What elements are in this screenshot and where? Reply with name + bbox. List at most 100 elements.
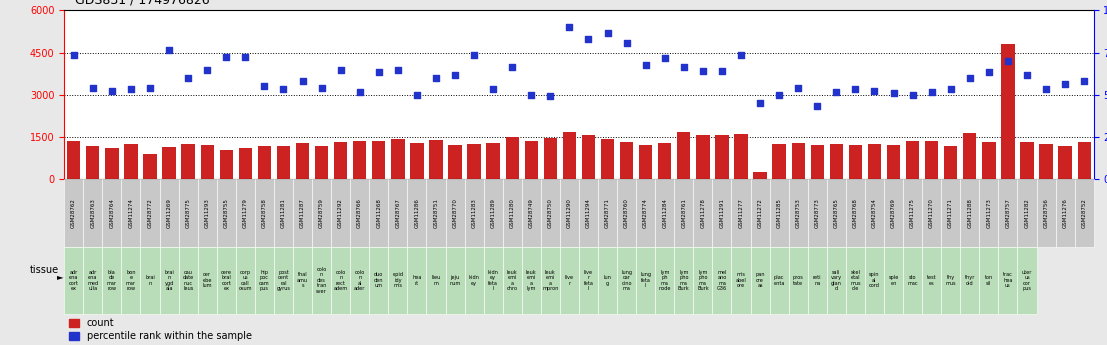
- Bar: [980, 179, 999, 247]
- Text: GSM28751: GSM28751: [434, 198, 438, 228]
- Text: lung
feta
l: lung feta l: [640, 273, 651, 288]
- Text: brai
n
ygd
ala: brai n ygd ala: [164, 270, 174, 291]
- Text: GSM11273: GSM11273: [986, 198, 992, 228]
- Text: GSM28768: GSM28768: [852, 198, 858, 228]
- Point: [923, 89, 941, 95]
- Bar: [808, 247, 827, 314]
- Text: mel
ano
ma
G36: mel ano ma G36: [717, 270, 727, 291]
- Bar: [960, 247, 980, 314]
- Bar: [83, 179, 102, 247]
- Bar: [1039, 144, 1053, 179]
- Bar: [391, 139, 404, 179]
- Text: GSM11268: GSM11268: [376, 198, 381, 228]
- Bar: [655, 247, 674, 314]
- Text: GSM11291: GSM11291: [720, 198, 724, 228]
- Bar: [544, 138, 557, 179]
- Text: GSM11287: GSM11287: [300, 198, 306, 228]
- Bar: [751, 247, 769, 314]
- Bar: [960, 179, 980, 247]
- Bar: [102, 247, 122, 314]
- Point: [770, 92, 788, 98]
- Point: [370, 70, 387, 75]
- Bar: [64, 247, 83, 314]
- Text: colo
n
des
tran
sver: colo n des tran sver: [317, 267, 327, 294]
- Bar: [525, 140, 538, 179]
- Bar: [579, 247, 598, 314]
- Point: [446, 72, 464, 78]
- Text: lung
car
cino
ma: lung car cino ma: [621, 270, 632, 291]
- Text: GSM11271: GSM11271: [949, 198, 953, 228]
- Text: GSM28767: GSM28767: [395, 198, 401, 228]
- Text: GSM28756: GSM28756: [1044, 198, 1048, 228]
- Bar: [467, 144, 480, 179]
- Point: [752, 101, 769, 106]
- Bar: [541, 179, 560, 247]
- Bar: [579, 179, 598, 247]
- Bar: [236, 247, 255, 314]
- Bar: [868, 145, 881, 179]
- Bar: [105, 148, 118, 179]
- Point: [122, 87, 139, 92]
- Bar: [941, 247, 960, 314]
- Bar: [372, 141, 385, 179]
- Bar: [506, 137, 519, 179]
- Text: GSM28765: GSM28765: [834, 198, 839, 228]
- Bar: [448, 145, 462, 179]
- Point: [275, 87, 292, 92]
- Point: [84, 85, 102, 91]
- Bar: [922, 179, 941, 247]
- Bar: [1077, 142, 1090, 179]
- Bar: [639, 145, 652, 179]
- Bar: [163, 147, 176, 179]
- Point: [484, 87, 501, 92]
- Bar: [314, 146, 329, 179]
- Bar: [273, 247, 293, 314]
- Bar: [273, 179, 293, 247]
- Text: trac
hea
us: trac hea us: [1003, 273, 1013, 288]
- Bar: [562, 131, 576, 179]
- Text: cer
ebe
lum: cer ebe lum: [203, 273, 211, 288]
- Point: [599, 30, 617, 36]
- Bar: [769, 179, 788, 247]
- Bar: [68, 140, 81, 179]
- Bar: [944, 146, 958, 179]
- Bar: [677, 132, 691, 179]
- Point: [389, 67, 406, 72]
- Text: GSM11276: GSM11276: [1063, 198, 1067, 228]
- Legend: count, percentile rank within the sample: count, percentile rank within the sample: [69, 318, 251, 341]
- Text: leuk
emi
a
lym: leuk emi a lym: [526, 270, 537, 291]
- Text: GSM11275: GSM11275: [910, 198, 915, 228]
- Text: GSM28750: GSM28750: [548, 198, 552, 228]
- Bar: [1056, 179, 1075, 247]
- Text: GSM11289: GSM11289: [490, 198, 496, 228]
- Text: colo
n
al
ader: colo n al ader: [354, 270, 365, 291]
- Text: lieu
m: lieu m: [432, 275, 441, 286]
- Bar: [732, 179, 751, 247]
- Point: [789, 85, 807, 91]
- Bar: [582, 136, 596, 179]
- Bar: [503, 247, 521, 314]
- Bar: [296, 143, 309, 179]
- Bar: [620, 142, 633, 179]
- Text: epid
idy
mis: epid idy mis: [392, 273, 403, 288]
- Text: GSM11288: GSM11288: [968, 198, 972, 228]
- Text: lym
pho
ma
Burk: lym pho ma Burk: [677, 270, 690, 291]
- Text: adr
ena
med
ulla: adr ena med ulla: [87, 270, 99, 291]
- Bar: [792, 143, 805, 179]
- Bar: [159, 247, 178, 314]
- Bar: [922, 247, 941, 314]
- Bar: [982, 142, 995, 179]
- Bar: [389, 179, 407, 247]
- Bar: [598, 179, 617, 247]
- Text: jeju
num: jeju num: [449, 275, 461, 286]
- Text: GSM28769: GSM28769: [891, 198, 896, 228]
- Text: GSM11272: GSM11272: [757, 198, 763, 228]
- Text: GSM28758: GSM28758: [262, 198, 267, 228]
- Point: [827, 89, 846, 95]
- Bar: [331, 179, 350, 247]
- Bar: [426, 179, 445, 247]
- Text: GSM11290: GSM11290: [567, 198, 572, 228]
- Text: GSM28774: GSM28774: [643, 198, 649, 228]
- Point: [141, 85, 159, 91]
- Bar: [827, 179, 846, 247]
